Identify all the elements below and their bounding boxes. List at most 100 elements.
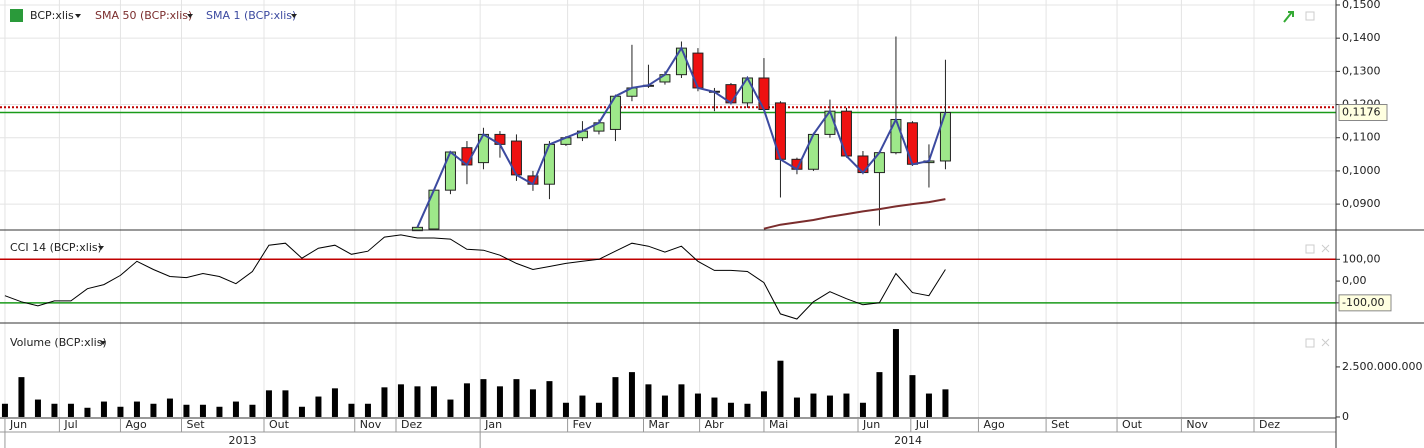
candle-body: [411, 226, 423, 232]
volume-bar: [133, 401, 140, 417]
volume-bar: [216, 406, 223, 417]
month-label: Out: [1122, 418, 1143, 431]
volume-bar: [579, 395, 586, 417]
volume-bar: [298, 406, 305, 417]
volume-bar: [150, 403, 157, 417]
y-tick-label: -100,00: [1342, 296, 1384, 309]
dropdown-arrow[interactable]: [98, 246, 104, 250]
volume-bar: [793, 397, 800, 417]
marks: [0, 36, 1336, 417]
volume-bar: [628, 372, 635, 417]
volume-bar: [51, 403, 58, 417]
volume-bar: [678, 384, 685, 417]
volume-bar: [397, 384, 404, 417]
volume-bar: [859, 402, 866, 417]
cci-legend[interactable]: CCI 14 (BCP:xlis): [10, 241, 102, 254]
symbol-icon[interactable]: [10, 9, 23, 22]
volume-bar: [496, 386, 503, 417]
volume-bar: [199, 404, 206, 417]
label-box: [1338, 294, 1392, 312]
cci-line: [4, 234, 946, 320]
trend-icon[interactable]: [1283, 11, 1294, 23]
volume-bar: [249, 404, 256, 417]
volume-bar: [843, 393, 850, 417]
volume-bar: [265, 390, 272, 417]
volume-bar: [942, 389, 949, 417]
y-tick-label: 0,1100: [1342, 131, 1381, 144]
month-label: Dez: [401, 418, 422, 431]
month-label: Jan: [484, 418, 502, 431]
volume-bar: [892, 329, 899, 417]
volume-bar: [546, 381, 553, 417]
month-label: Set: [186, 418, 205, 431]
panel-button[interactable]: [1305, 244, 1315, 254]
price-box: [1338, 104, 1388, 122]
month-label: Jul: [63, 418, 77, 431]
y-tick-label: 0,1500: [1342, 0, 1381, 11]
panel-button[interactable]: [1305, 11, 1315, 21]
month-label: Out: [269, 418, 290, 431]
volume-bar: [100, 401, 107, 417]
month-label: Fev: [573, 418, 592, 431]
panel-button[interactable]: [1305, 338, 1315, 348]
volume-bar: [925, 393, 932, 417]
close-button[interactable]: [1321, 244, 1330, 253]
month-label: Ago: [983, 418, 1005, 431]
month-label: Jul: [915, 418, 929, 431]
y-tick-label: 0,00: [1342, 274, 1367, 287]
volume-bar: [183, 404, 190, 417]
volume-bar: [529, 389, 536, 417]
volume-bar: [661, 395, 668, 417]
legend-sma50[interactable]: SMA 50 (BCP:xlis): [95, 9, 192, 22]
volume-bar: [612, 377, 619, 417]
candle-body: [692, 52, 704, 89]
y-tick-label: 0,1000: [1342, 164, 1381, 177]
indicator-line: [763, 198, 946, 230]
y-tick-label: 0,1400: [1342, 31, 1381, 44]
dropdown-arrow[interactable]: [100, 341, 106, 345]
volume-bar: [876, 372, 883, 417]
candle-body: [906, 122, 918, 165]
volume-bar: [447, 399, 454, 417]
volume-bar: [348, 403, 355, 417]
y-tick-label: 2.500.000.000: [1342, 360, 1422, 373]
volume-bar: [810, 393, 817, 417]
indicator-line: [416, 45, 947, 228]
volume-bar: [463, 383, 470, 417]
volume-bar: [744, 403, 751, 417]
volume-bar: [645, 384, 652, 417]
dropdown-arrow[interactable]: [75, 14, 81, 18]
year-label: 2014: [894, 434, 922, 447]
price-label: 0,1176: [1342, 106, 1381, 119]
volume-bar: [414, 386, 421, 417]
volume-bar: [513, 379, 520, 417]
month-label: Nov: [360, 418, 382, 431]
volume-legend[interactable]: Volume (BCP:xlis): [10, 336, 107, 349]
dropdown-arrow[interactable]: [291, 14, 297, 18]
y-tick-label: 0,0900: [1342, 197, 1381, 210]
volume-bar: [18, 377, 25, 417]
close-button[interactable]: [1321, 338, 1330, 347]
volume-bar: [166, 398, 173, 417]
volume-bar: [595, 402, 602, 417]
volume-bar: [232, 401, 239, 417]
volume-bar: [331, 388, 338, 417]
volume-bar: [694, 393, 701, 417]
month-label: Mar: [648, 418, 669, 431]
month-label: Mai: [769, 418, 788, 431]
volume-bar: [909, 375, 916, 417]
volume-bar: [826, 395, 833, 417]
y-tick-label: 100,00: [1342, 252, 1381, 265]
dropdown-arrow[interactable]: [187, 14, 193, 18]
month-label: Ago: [125, 418, 147, 431]
legend-sma1[interactable]: SMA 1 (BCP:xlis): [206, 9, 296, 22]
volume-bar: [117, 406, 124, 417]
volume-bar: [282, 390, 289, 417]
volume-bar: [430, 386, 437, 417]
grid: [0, 0, 1336, 418]
volume-bar: [760, 391, 767, 417]
year-label: 2013: [229, 434, 257, 447]
month-label: Set: [1051, 418, 1070, 431]
main-legend[interactable]: BCP:xlis: [30, 9, 74, 22]
